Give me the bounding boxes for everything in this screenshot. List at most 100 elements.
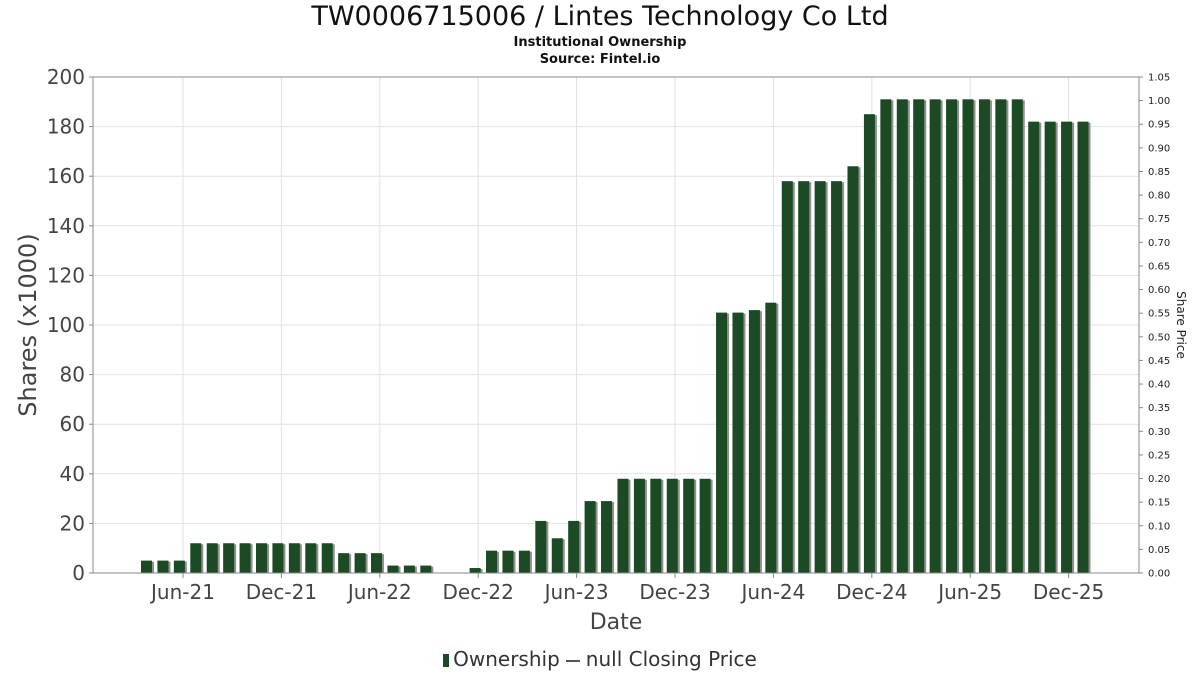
x-tick-label: Jun-23: [543, 580, 609, 604]
y2-tick-label: 0.90: [1148, 143, 1170, 154]
ownership-bar: [206, 543, 218, 573]
y-tick-label: 160: [47, 164, 85, 188]
chart-title: TW0006715006 / Lintes Technology Co Ltd: [311, 1, 889, 32]
x-tick-label: Dec-25: [1033, 580, 1104, 604]
ownership-bar: [272, 543, 284, 573]
y-tick-label: 60: [60, 412, 85, 436]
ownership-bar: [716, 312, 728, 573]
y2-tick-label: 0.95: [1148, 120, 1170, 131]
x-tick-label: Dec-22: [443, 580, 514, 604]
ownership-bar: [798, 181, 810, 573]
chart-subtitle: Institutional Ownership: [513, 35, 687, 50]
ownership-bar: [535, 520, 547, 573]
ownership-bar: [551, 538, 563, 573]
legend-ownership-label: Ownership: [453, 647, 560, 671]
y-tick-label: 200: [47, 65, 85, 89]
y2-tick-label: 0.35: [1148, 403, 1170, 414]
ownership-bar: [896, 99, 908, 573]
y2-tick-label: 0.05: [1148, 545, 1170, 556]
y-tick-label: 140: [47, 214, 85, 238]
ownership-bar: [633, 478, 645, 573]
ownership-bar: [929, 99, 941, 573]
y2-axis: 0.00 0.05 0.10 0.15 0.20 0.25 0.30 0.35 0.40 0.45…: [1139, 73, 1170, 580]
y-tick-label: 80: [60, 363, 85, 387]
y-tick-label: 0: [72, 561, 85, 585]
ownership-bar: [847, 166, 859, 573]
x-tick-label: Jun-25: [936, 580, 1002, 604]
y-tick-label: 180: [47, 115, 85, 139]
y2-tick-label: 0.15: [1148, 498, 1170, 509]
y2-tick-label: 0.65: [1148, 261, 1170, 272]
ownership-bar: [601, 501, 613, 573]
ownership-bar: [863, 114, 875, 573]
ownership-bar: [831, 181, 843, 573]
y-tick-label: 40: [60, 462, 85, 486]
y2-tick-label: 0.50: [1148, 332, 1170, 343]
ownership-bar: [256, 543, 268, 573]
y2-tick-label: 0.75: [1148, 214, 1170, 225]
y2-tick-label: 0.60: [1148, 285, 1170, 296]
ownership-bar: [1077, 121, 1089, 573]
x-axis-label: Date: [590, 610, 643, 635]
y-tick-label: 100: [47, 313, 85, 337]
x-axis: Jun-21 Dec-21 Jun-22 Dec-22 Jun-23 Dec-23 Jun-…: [149, 573, 1104, 604]
ownership-bar: [371, 553, 383, 573]
x-tick-label: Jun-24: [739, 580, 805, 604]
ownership-bar: [420, 565, 432, 573]
ownership-bar: [584, 501, 596, 573]
bar-series: [141, 99, 1091, 573]
ownership-bar: [469, 568, 481, 573]
ownership-bar: [321, 543, 333, 573]
ownership-bar: [1011, 99, 1023, 573]
ownership-swatch: [443, 654, 450, 667]
ownership-bar: [666, 478, 678, 573]
ownership-bar: [962, 99, 974, 573]
chart-source: Source: Fintel.io: [539, 52, 661, 67]
ownership-bar: [913, 99, 925, 573]
ownership-bar: [650, 478, 662, 573]
ownership-bar: [880, 99, 892, 573]
chart-legend: Ownership null Closing Price: [0, 647, 1200, 671]
ownership-bar: [157, 560, 169, 573]
ownership-bar: [223, 543, 235, 573]
ownership-bar: [1061, 121, 1073, 573]
y2-tick-label: 0.10: [1148, 521, 1170, 532]
ownership-bar: [732, 312, 744, 573]
y-axis: 0 20 40 60 80 100 120 140 160 180 200: [47, 65, 93, 585]
ownership-bar: [568, 520, 580, 573]
ownership-bar: [995, 99, 1007, 573]
ownership-bar: [288, 543, 300, 573]
ownership-bar: [617, 478, 629, 573]
x-tick-label: Jun-22: [346, 580, 412, 604]
ownership-bar: [946, 99, 958, 573]
x-tick-label: Dec-24: [836, 580, 907, 604]
ownership-bar: [699, 478, 711, 573]
ownership-bar: [141, 560, 152, 573]
y-tick-label: 20: [60, 511, 85, 535]
price-line-swatch: [565, 659, 580, 662]
ownership-bar: [814, 181, 826, 573]
y2-tick-label: 0.20: [1148, 474, 1170, 485]
x-tick-label: Jun-21: [149, 580, 215, 604]
ownership-bar: [765, 302, 777, 573]
y2-tick-label: 0.55: [1148, 309, 1170, 320]
ownership-bar: [683, 478, 695, 573]
x-tick-label: Dec-21: [246, 580, 317, 604]
ownership-bar: [486, 550, 498, 573]
y2-tick-label: 0.25: [1148, 450, 1170, 461]
y-tick-label: 120: [47, 263, 85, 287]
y2-tick-label: 1.00: [1148, 96, 1170, 107]
legend-price-label: null Closing Price: [585, 647, 757, 671]
y2-tick-label: 0.30: [1148, 427, 1170, 438]
y2-tick-label: 0.70: [1148, 238, 1170, 249]
ownership-bar: [1044, 121, 1056, 573]
ownership-bar: [354, 553, 366, 573]
ownership-bar: [748, 310, 760, 573]
ownership-bar: [190, 543, 202, 573]
ownership-bar: [1028, 121, 1040, 573]
x-tick-label: Dec-23: [639, 580, 710, 604]
y2-tick-label: 0.00: [1148, 569, 1170, 580]
ownership-bar: [305, 543, 317, 573]
ownership-bar: [173, 560, 185, 573]
